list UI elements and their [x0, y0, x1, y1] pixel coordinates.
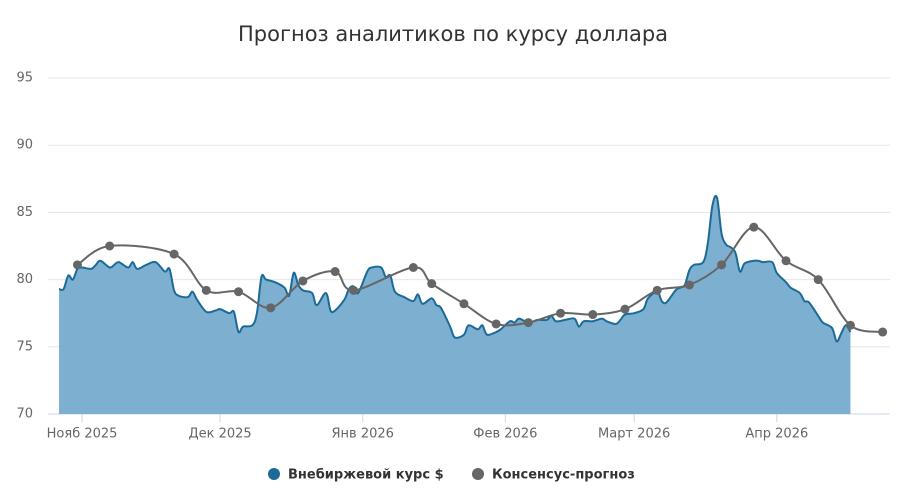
marker — [105, 241, 115, 251]
marker — [652, 285, 662, 295]
x-tick-label: Янв 2026 — [332, 427, 394, 442]
marker — [749, 222, 759, 232]
marker — [408, 263, 418, 273]
area-fill — [59, 195, 851, 414]
marker — [266, 303, 276, 313]
marker — [878, 327, 888, 337]
marker — [620, 304, 630, 314]
legend-label: Консенсус-прогноз — [492, 468, 635, 483]
marker — [233, 287, 243, 297]
x-tick-label: Нояб 2025 — [47, 427, 118, 442]
legend-marker — [472, 468, 484, 480]
marker — [169, 249, 179, 259]
chart-title: Прогноз аналитиков по курсу доллара — [238, 22, 668, 46]
marker — [781, 256, 791, 266]
marker — [72, 260, 82, 270]
marker — [845, 320, 855, 330]
marker — [813, 275, 823, 285]
y-tick-label: 95 — [16, 71, 33, 86]
area-line — [58, 194, 852, 343]
legend-marker — [268, 468, 280, 480]
marker — [459, 299, 469, 309]
marker — [523, 318, 533, 328]
x-tick-label: Фев 2026 — [473, 427, 537, 442]
x-tick-label: Март 2026 — [598, 427, 670, 442]
marker — [330, 267, 340, 277]
marker — [556, 308, 566, 318]
marker — [298, 276, 308, 286]
y-tick-label: 70 — [16, 407, 33, 422]
marker — [588, 310, 598, 320]
y-tick-label: 75 — [16, 339, 33, 354]
marker — [491, 319, 501, 329]
x-tick-label: Апр 2026 — [745, 427, 808, 442]
y-tick-label: 85 — [16, 205, 33, 220]
y-tick-label: 90 — [16, 138, 33, 153]
marker — [717, 260, 727, 270]
y-tick-label: 80 — [16, 272, 33, 287]
legend-label: Внебиржевой курс $ — [288, 468, 444, 483]
marker — [684, 280, 694, 290]
marker — [201, 285, 211, 295]
x-tick-label: Дек 2025 — [188, 427, 251, 442]
marker — [427, 279, 437, 289]
marker — [349, 285, 359, 295]
